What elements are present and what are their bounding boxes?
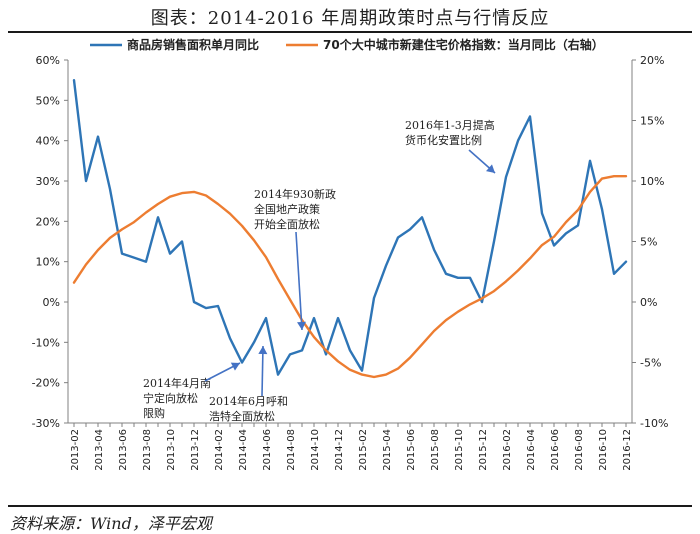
left-tick-label: -30% (32, 417, 60, 430)
x-tick-label: 2016-12 (622, 429, 633, 471)
x-tick-label: 2015-12 (478, 429, 489, 471)
right-tick-label: 5% (640, 236, 657, 249)
x-tick-label: 2013-10 (166, 429, 177, 471)
right-tick-label: 10% (640, 175, 664, 188)
annotation-text: 2016年1-3月提高 (405, 118, 495, 132)
x-tick-label: 2013-04 (94, 429, 105, 471)
annotation-text: 限购 (143, 406, 165, 420)
source-rule (8, 505, 692, 507)
right-tick-label: 20% (640, 54, 664, 67)
x-tick-label: 2014-04 (238, 429, 249, 471)
x-tick-label: 2015-08 (430, 429, 441, 471)
annotation-arrowhead (297, 321, 307, 330)
series-line-housing-price-index-yoy (72, 174, 628, 379)
x-tick-label: 2014-10 (310, 429, 321, 471)
x-tick-label: 2016-04 (526, 429, 537, 471)
chart-svg: -30% -20% -10% 0% 10% 20% 30% 40% 50% 60% -10% -5% 0… (32, 37, 669, 471)
right-tick-label: 15% (640, 115, 664, 128)
annotation-text: 2014年6月呼和 (209, 394, 288, 408)
x-tick-label: 2014-08 (286, 429, 297, 471)
x-tick-label: 2016-02 (502, 429, 513, 471)
left-tick-label: -10% (32, 336, 60, 349)
annotation-text: 宁定向放松 (143, 391, 198, 405)
x-tick-label: 2015-06 (406, 429, 417, 471)
chart-axes: -30% -20% -10% 0% 10% 20% 30% 40% 50% 60% -10% -5% 0… (32, 54, 669, 471)
left-tick-label: 10% (36, 256, 60, 269)
x-tick-label: 2016-10 (598, 429, 609, 471)
x-tick-label: 2014-12 (334, 429, 345, 471)
left-tick-label: 20% (36, 215, 60, 228)
x-tick-label: 2013-02 (70, 429, 81, 471)
left-tick-label: 60% (36, 54, 60, 67)
x-tick-label: 2015-10 (454, 429, 465, 471)
left-tick-label: 40% (36, 135, 60, 148)
right-tick-label: 0% (640, 296, 657, 309)
source-note: 资料来源：Wind，泽平宏观 (10, 514, 212, 533)
left-tick-label: 30% (36, 175, 60, 188)
x-tick-label: 2015-02 (358, 429, 369, 471)
chart-title: 图表：2014-2016 年周期政策时点与行情反应 (150, 8, 550, 29)
legend-label-sales: 商品房销售面积单月同比 (127, 37, 259, 52)
annotation-text: 2014年930新政 (254, 187, 336, 201)
title-rule (8, 31, 692, 33)
annotation-arrowhead (230, 362, 240, 371)
right-tick-label: -5% (640, 357, 661, 370)
x-tick-label: 2014-06 (262, 429, 273, 471)
left-tick-label: 50% (36, 94, 60, 107)
annotation-text: 2014年4月南 (143, 376, 211, 390)
annotation-arrowhead (486, 164, 495, 173)
x-tick-label: 2014-02 (214, 429, 225, 471)
x-tick-label: 2013-06 (118, 429, 129, 471)
annotation-arrowhead (258, 346, 268, 355)
x-tick-label: 2013-12 (190, 429, 201, 471)
annotation-text: 货币化安置比例 (405, 133, 482, 147)
annotation-text: 全国地产政策 (254, 202, 320, 216)
x-tick-label: 2013-08 (142, 429, 153, 471)
series-line-sales-area-yoy (72, 78, 628, 376)
x-tick-label: 2016-06 (550, 429, 561, 471)
right-tick-label: -10% (640, 417, 668, 430)
left-tick-label: -20% (32, 377, 60, 390)
chart-legend: 商品房销售面积单月同比 70个大中城市新建住宅价格指数：当月同比（右轴） (90, 37, 604, 52)
annotation-text: 开始全面放松 (254, 217, 320, 231)
annotation-arrow (295, 231, 303, 331)
x-tick-label: 2016-08 (574, 429, 585, 471)
legend-label-price: 70个大中城市新建住宅价格指数：当月同比（右轴） (323, 37, 604, 52)
annotation-text: 浩特全面放松 (209, 409, 275, 423)
chart-lines (72, 78, 628, 379)
x-tick-label: 2015-04 (382, 429, 393, 471)
left-tick-label: 0% (43, 296, 60, 309)
annotation-arrow (261, 345, 264, 397)
